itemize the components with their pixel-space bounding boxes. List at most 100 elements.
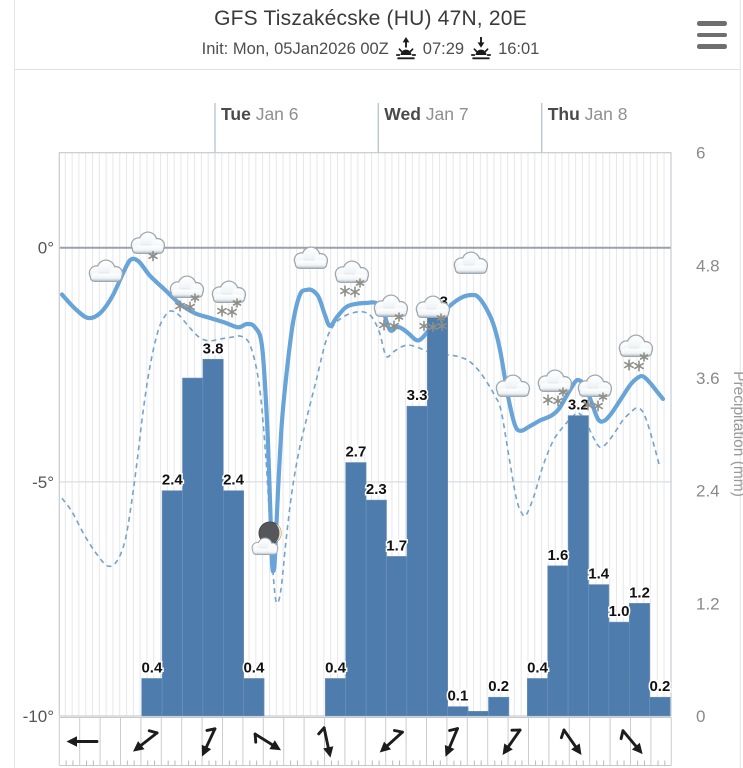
cloud — [88, 259, 124, 282]
snowflake — [558, 387, 568, 397]
precip-value-label: 0.1 — [447, 688, 468, 705]
wind-barb — [510, 728, 522, 732]
precip-value-label: 1.6 — [547, 547, 568, 564]
precip-value-label: 0.2 — [488, 678, 509, 695]
precip-axis-title: Precipitation (mm) — [730, 371, 743, 497]
cloud-snow-2-icon — [169, 275, 205, 313]
wind-arrow — [66, 736, 99, 747]
wind-arrow — [379, 729, 404, 753]
init-text: Init: Mon, 05Jan2026 00Z — [201, 39, 389, 58]
temp-axis-tick: -10° — [23, 707, 54, 726]
precip-value-label: 2.3 — [366, 481, 387, 498]
snowflake — [593, 400, 603, 412]
precip-bar — [608, 621, 630, 717]
day-label: Thu Jan 8 — [548, 104, 628, 124]
cloud — [453, 251, 489, 274]
cloud-snow-2-icon — [373, 294, 409, 332]
wind-row — [58, 717, 672, 766]
precip-bar — [467, 711, 489, 717]
precip-value-label: 0.4 — [325, 659, 347, 676]
temp-axis-tick: -5° — [32, 473, 54, 492]
cloud-snow-2-icon — [618, 334, 654, 372]
precip-bar — [161, 490, 183, 717]
menu-bar — [697, 44, 727, 49]
precip-bar — [588, 584, 610, 717]
sunset-icon — [469, 36, 493, 62]
precip-bars: 0.42.43.82.40.40.42.72.31.73.34.30.10.20… — [140, 292, 672, 717]
precip-value-label: 3.2 — [568, 397, 589, 414]
precip-axis-tick: 4.8 — [696, 256, 720, 275]
cloud-snow-2-icon — [211, 280, 247, 318]
precip-bar — [628, 603, 650, 717]
snowflake — [543, 394, 553, 406]
precip-bar — [488, 696, 510, 717]
precip-bar — [243, 678, 265, 717]
precip-bar — [426, 312, 448, 717]
precip-value-label: 3.3 — [407, 387, 428, 404]
snowflake — [437, 320, 447, 332]
precip-axis-tick: 3.6 — [696, 369, 720, 388]
precip-value-label: 2.4 — [223, 472, 245, 489]
cloud — [211, 280, 247, 303]
snowflake — [419, 320, 429, 332]
sunset-time: 16:01 — [498, 39, 540, 58]
snowflake — [583, 399, 593, 411]
wind-barb — [253, 732, 258, 744]
precip-bar — [547, 565, 569, 717]
cloud — [251, 537, 279, 556]
precip-value-label: 1.0 — [609, 603, 630, 620]
precip-bar — [324, 678, 346, 717]
snowflake — [553, 395, 563, 407]
snowflake — [379, 319, 389, 331]
wind-arrow — [619, 729, 643, 755]
wind-barb — [205, 727, 217, 732]
page-title: GFS Tiszakécske (HU) 47N, 20E — [214, 7, 527, 30]
cloud-snow-2-icon — [537, 369, 573, 407]
moon-cloud-icon — [251, 521, 282, 556]
snowflake — [355, 278, 365, 288]
cloud — [293, 246, 329, 269]
precip-bar — [649, 696, 671, 717]
cloud-icon — [293, 246, 329, 269]
precip-axis-tick: 0 — [696, 707, 705, 726]
wind-barb — [448, 727, 459, 732]
precip-bar — [567, 415, 589, 717]
wind-arrow — [317, 726, 334, 758]
wind-arrow — [559, 728, 582, 756]
snowflake — [634, 360, 644, 372]
precip-value-label: 1.7 — [386, 537, 407, 554]
precip-value-label: 3.8 — [203, 340, 224, 357]
precip-value-label: 1.2 — [629, 584, 650, 601]
precip-bar — [141, 678, 163, 717]
day-label: Wed Jan 7 — [384, 104, 468, 124]
precip-bar — [526, 678, 548, 717]
precip-bar — [202, 358, 224, 717]
precip-bar — [386, 556, 408, 717]
cloud-icon — [495, 374, 531, 397]
chart-subtitle: Init: Mon, 05Jan2026 00Z 07:29 — [15, 36, 726, 62]
wind-arrow — [201, 727, 217, 757]
snowflake — [394, 312, 404, 322]
snowflake — [598, 392, 608, 402]
cloud — [169, 275, 205, 298]
snowflake — [624, 359, 634, 371]
menu-bar — [697, 32, 727, 38]
snowflake — [428, 321, 438, 333]
snowflake — [227, 306, 237, 318]
precip-axis-tick: 1.2 — [696, 594, 720, 613]
precip-value-label: 1.4 — [588, 566, 610, 583]
hamburger-menu-icon[interactable] — [697, 21, 727, 49]
snowflake — [232, 298, 242, 308]
precip-value-label: 2.7 — [345, 444, 366, 461]
cloud — [577, 374, 613, 397]
sunrise-icon — [394, 36, 418, 62]
cloud-icon — [453, 251, 489, 274]
cloud — [495, 374, 531, 397]
wind-barb — [559, 728, 566, 740]
precip-bar — [345, 462, 367, 717]
precip-value-label: 0.4 — [141, 659, 163, 676]
precip-bar — [223, 490, 245, 717]
wind-arrow — [444, 727, 459, 757]
wind-barb — [619, 729, 625, 741]
